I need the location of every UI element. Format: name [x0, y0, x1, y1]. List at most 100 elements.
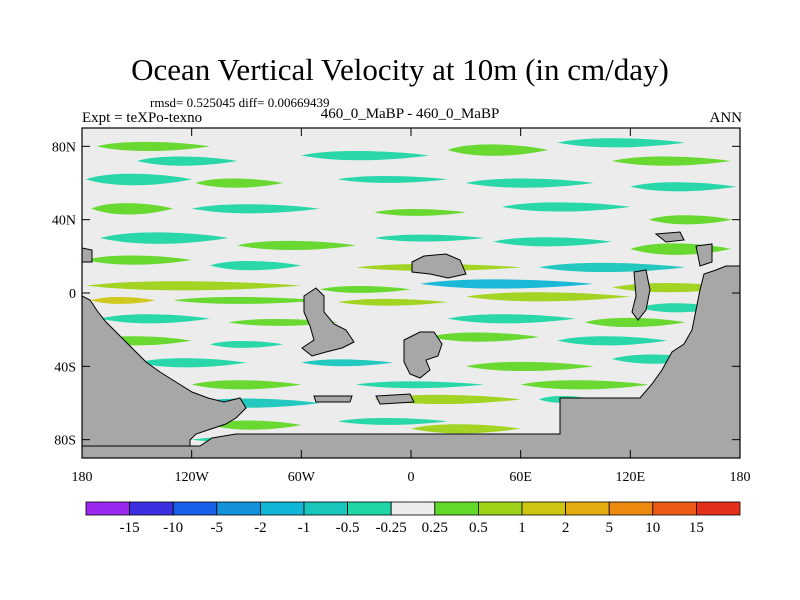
velocity-streak	[502, 202, 631, 212]
colorbar-swatch	[259, 501, 305, 516]
velocity-streak	[301, 359, 393, 367]
x-tick-label: 0	[408, 470, 415, 485]
velocity-streak	[100, 232, 229, 244]
velocity-streak	[557, 336, 667, 346]
y-tick-label: 80N	[52, 140, 76, 155]
colorbar-label: -5	[211, 520, 224, 536]
colorbar-label: 10	[645, 520, 660, 536]
landmass-small-4	[631, 269, 651, 321]
comparison-label: 460_0_MaBP - 460_0_MaBP	[320, 106, 500, 122]
colorbar-label: 0.5	[469, 520, 488, 536]
velocity-streak	[85, 281, 302, 291]
y-tick-label: 80S	[54, 434, 76, 449]
colorbar-swatch	[521, 501, 566, 516]
velocity-streak	[96, 141, 210, 152]
landmass-small-3	[411, 253, 467, 279]
velocity-streak	[191, 380, 302, 390]
landmass-small-7	[313, 395, 353, 403]
velocity-streak	[136, 358, 247, 368]
rmsd-diff-stats: rmsd= 0.525045 diff= 0.00669439	[150, 95, 330, 110]
velocity-streak	[319, 285, 411, 293]
velocity-streak	[520, 380, 649, 390]
landmass-small-9	[82, 247, 93, 263]
velocity-streak	[557, 138, 686, 148]
velocity-streak	[356, 381, 485, 389]
velocity-streak	[91, 203, 174, 215]
colorbar-swatch	[129, 501, 174, 516]
map-plot-area	[82, 128, 740, 458]
velocity-streak	[191, 204, 320, 214]
velocity-streak	[237, 240, 357, 251]
landmass-small-6	[695, 243, 713, 267]
colorbar-swatch	[85, 501, 130, 516]
velocity-streak	[337, 298, 448, 306]
velocity-streak	[447, 314, 576, 324]
landmass-antarctica	[82, 265, 740, 458]
colorbar-label: 2	[562, 520, 570, 536]
landmass-south-america	[82, 295, 247, 458]
velocity-streak	[173, 296, 320, 304]
x-tick-label: 60E	[509, 470, 532, 485]
chart-title: Ocean Vertical Velocity at 10m (in cm/da…	[131, 52, 669, 87]
velocity-streak	[612, 156, 731, 166]
velocity-streak	[630, 182, 737, 192]
colorbar-swatch	[347, 501, 392, 516]
velocity-streak	[209, 420, 302, 430]
landmass-small-1	[301, 287, 355, 357]
x-axis: 180 120W 60W 0 60E 120E 180	[72, 128, 751, 485]
velocity-streak	[91, 296, 156, 304]
colorbar-label: -15	[120, 520, 140, 536]
colorbar-swatch	[652, 501, 697, 516]
velocity-streak	[136, 156, 238, 166]
y-axis: 80N 40N 0 40S 80S	[52, 140, 740, 449]
velocity-streak	[447, 144, 549, 156]
colorbar-swatch	[216, 501, 261, 516]
season-label: ANN	[709, 110, 743, 126]
landmass-small-5	[654, 231, 685, 243]
velocity-streak	[420, 279, 594, 289]
velocity-streak	[465, 292, 631, 302]
landmass-small-2	[403, 331, 443, 379]
velocity-streak	[374, 234, 485, 242]
velocity-streak	[374, 208, 466, 216]
landmasses	[82, 231, 740, 458]
colorbar-label: -2	[254, 520, 267, 536]
velocity-streak	[538, 262, 686, 273]
x-tick-label: 180	[72, 470, 93, 485]
colorbar-swatch	[696, 501, 741, 516]
colorbar-swatch	[434, 501, 479, 516]
velocity-streak	[648, 215, 733, 225]
y-tick-label: 0	[69, 287, 76, 302]
velocity-streak	[195, 178, 284, 188]
colorbar-swatch	[390, 501, 436, 516]
colorbar-label: 5	[605, 520, 613, 536]
colorbar-swatch	[565, 501, 610, 516]
velocity-streak	[100, 314, 210, 324]
velocity-streak	[209, 261, 302, 271]
x-tick-label: 120E	[616, 470, 646, 485]
colorbar: -15 -10 -5 -2 -1 -0.5 -0.25 0.25 0.5 1 2 5 10 15	[85, 501, 741, 536]
colorbar-label: -0.5	[336, 520, 360, 536]
velocity-streak	[301, 151, 430, 161]
y-tick-label: 40N	[52, 214, 76, 229]
x-tick-label: 180	[730, 470, 751, 485]
colorbar-label: -10	[163, 520, 183, 536]
velocity-streak	[429, 332, 539, 342]
velocity-streak	[465, 361, 594, 372]
colorbar-label: -1	[298, 520, 311, 536]
velocity-streak	[465, 178, 594, 188]
velocity-streak	[209, 340, 284, 348]
colorbar-swatch	[172, 501, 218, 516]
velocity-streak	[584, 317, 686, 328]
landmass-small-8	[375, 393, 415, 405]
colorbar-label: 0.25	[422, 520, 448, 536]
velocity-streak	[411, 424, 521, 434]
x-tick-label: 60W	[288, 470, 316, 485]
velocity-streak	[337, 417, 448, 425]
velocity-streak	[85, 255, 192, 265]
colorbar-label: -0.25	[376, 520, 407, 536]
colorbar-label: 15	[689, 520, 704, 536]
velocity-streak	[85, 173, 192, 186]
velocity-streak	[493, 237, 613, 247]
